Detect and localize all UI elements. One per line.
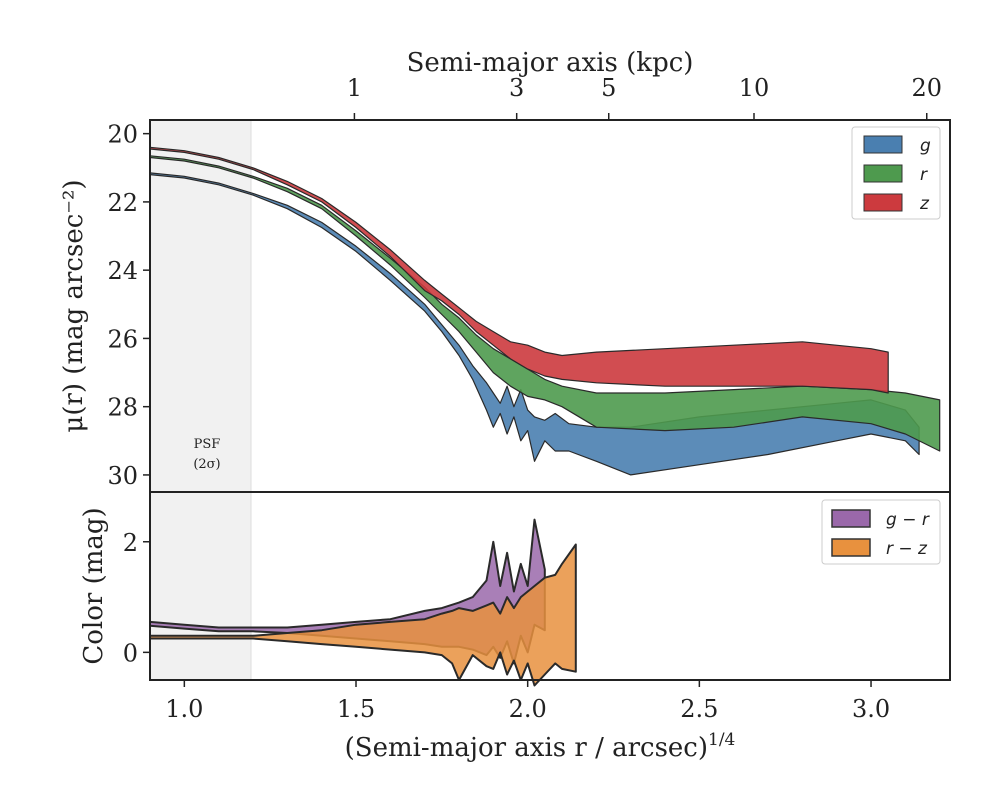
psf-label: PSF bbox=[194, 437, 221, 452]
psf-region bbox=[150, 120, 251, 492]
psf-region-color bbox=[150, 492, 251, 680]
legend-label-g: g bbox=[920, 136, 931, 156]
band-area-g bbox=[149, 172, 920, 476]
y-tick-label: 22 bbox=[107, 189, 138, 217]
legend-label-r-z: r − z bbox=[886, 539, 928, 559]
color-panel: 02 1.0 1.5 2.0 2.5 3.0 Color (mag) g − r r −… bbox=[79, 491, 951, 763]
y-tick-label: 24 bbox=[107, 257, 138, 285]
x-tick-label: 1.5 bbox=[337, 695, 375, 723]
top-tick-label: 1 bbox=[347, 74, 362, 102]
legend-swatch-g-r bbox=[831, 509, 871, 528]
legend-label-r: r bbox=[920, 165, 928, 185]
legend-swatch-z bbox=[863, 193, 903, 212]
top-tick-label: 20 bbox=[911, 74, 942, 102]
color-legend: g − r r − z bbox=[821, 499, 941, 565]
x-axis-label-text: (Semi-major axis r / arcsec) bbox=[345, 733, 708, 763]
legend-swatch-g bbox=[863, 135, 903, 154]
y-axis-label: μ(r) (mag arcsec⁻²) bbox=[59, 179, 89, 432]
color-y-tick-label: 0 bbox=[123, 639, 138, 667]
y-tick-label: 26 bbox=[107, 325, 138, 353]
x-axis-label-exponent: 1/4 bbox=[708, 730, 735, 750]
color-y-tick-label: 2 bbox=[123, 529, 138, 557]
color-areas bbox=[149, 518, 577, 687]
color-y-axis-ticks: 02 bbox=[123, 529, 150, 667]
x-axis-label: (Semi-major axis r / arcsec)1/4 bbox=[345, 730, 736, 763]
top-axis-label: Semi-major axis (kpc) bbox=[407, 48, 694, 78]
band-areas bbox=[149, 146, 941, 476]
color-y-axis-label: Color (mag) bbox=[79, 507, 109, 664]
psf-sigma-label: (2σ) bbox=[193, 457, 220, 472]
legend: g r z bbox=[851, 126, 941, 220]
legend-label-g-r: g − r bbox=[886, 510, 930, 530]
y-tick-label: 30 bbox=[107, 462, 138, 490]
legend-swatch-r bbox=[863, 164, 903, 183]
top-tick-label: 10 bbox=[739, 74, 770, 102]
y-tick-label: 28 bbox=[107, 394, 138, 422]
y-tick-label: 20 bbox=[107, 121, 138, 149]
legend-label-z: z bbox=[919, 194, 930, 214]
x-tick-label: 2.0 bbox=[509, 695, 547, 723]
top-axis-ticks: 1351020305075100 bbox=[347, 74, 942, 120]
band-area-z bbox=[149, 146, 889, 394]
x-tick-label: 1.0 bbox=[165, 695, 203, 723]
y-axis-ticks: 20 22 24 26 28 30 bbox=[107, 121, 150, 490]
x-axis-ticks: 1.0 1.5 2.0 2.5 3.0 bbox=[165, 680, 890, 723]
color-area-r-z bbox=[149, 543, 577, 687]
x-tick-label: 3.0 bbox=[852, 695, 890, 723]
top-tick-label: 3 bbox=[509, 74, 524, 102]
top-tick-label: 5 bbox=[601, 74, 616, 102]
legend-swatch-r-z bbox=[831, 538, 871, 557]
color-panel-frame bbox=[149, 491, 951, 681]
x-tick-label: 2.5 bbox=[680, 695, 718, 723]
